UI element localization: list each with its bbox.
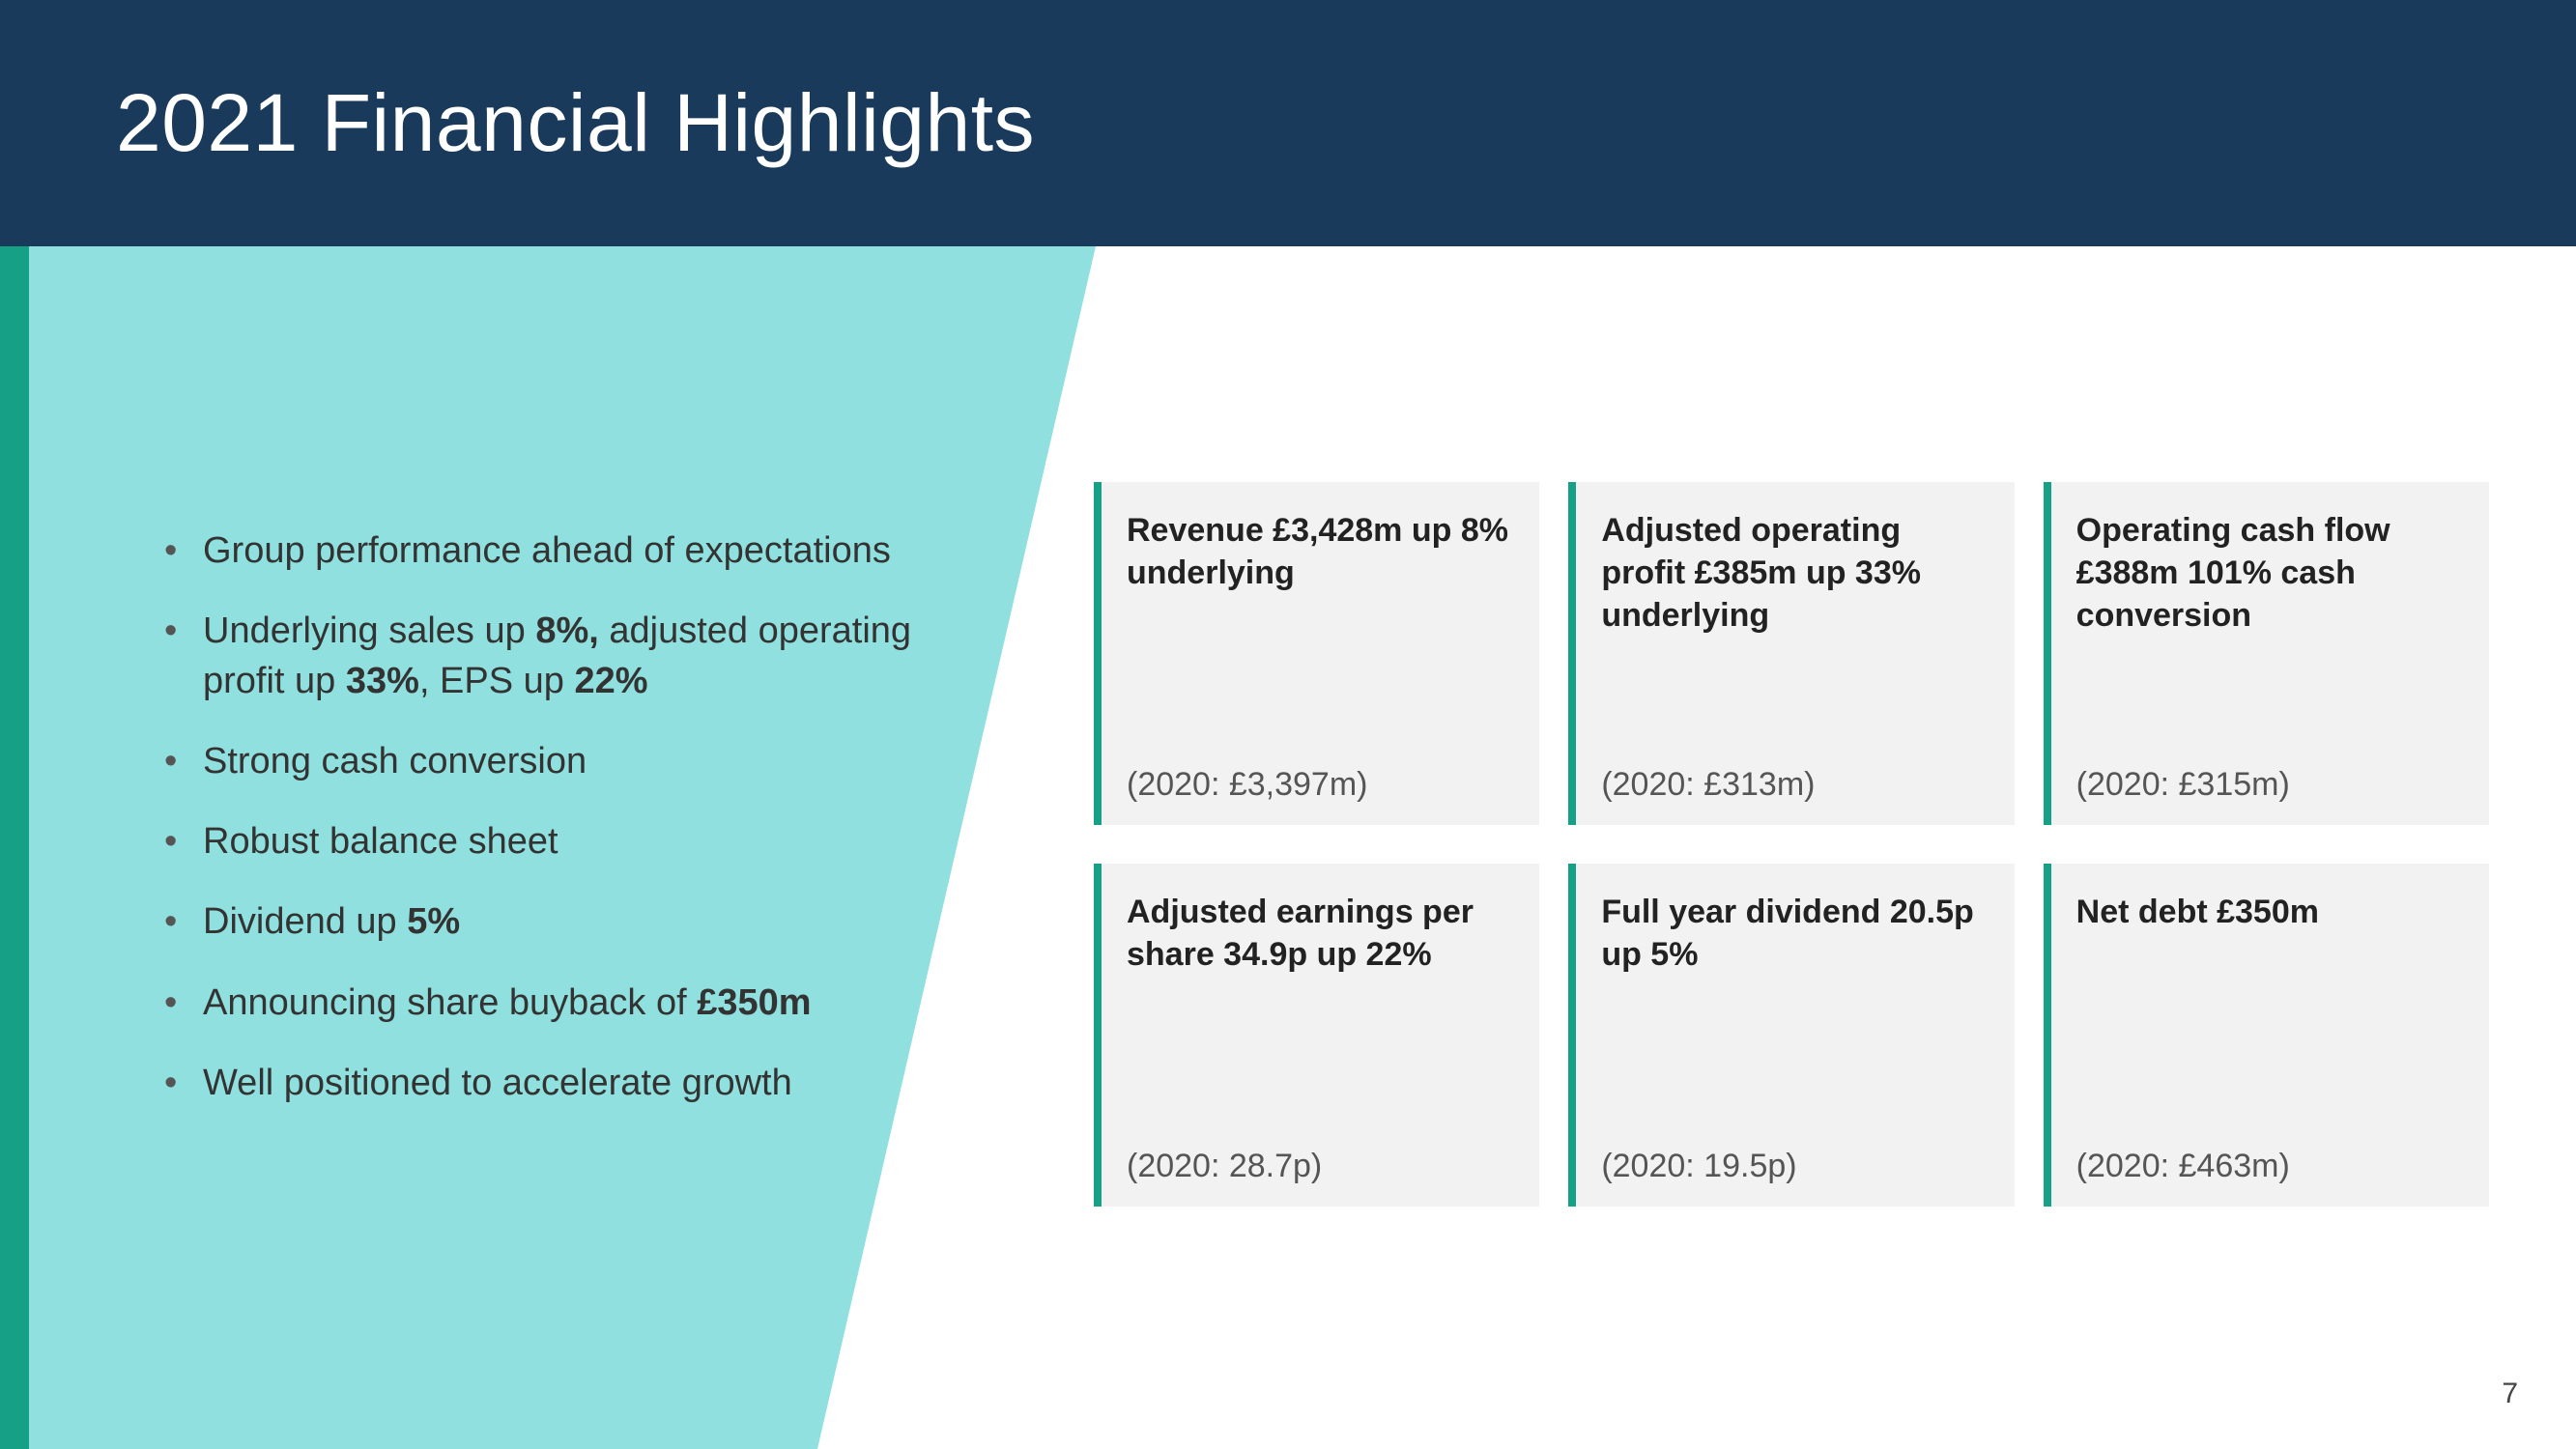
slide-body: Group performance ahead of expectations U… bbox=[0, 246, 2576, 1449]
metric-card-prev: (2020: 19.5p) bbox=[1601, 1148, 1989, 1185]
metric-card: Net debt £350m (2020: £463m) bbox=[2044, 864, 2489, 1207]
metric-card-title: Adjusted operating profit £385m up 33% u… bbox=[1601, 509, 1989, 638]
page-number: 7 bbox=[2502, 1378, 2518, 1410]
bullet-list: Group performance ahead of expectations U… bbox=[155, 526, 947, 1139]
metric-card-title: Full year dividend 20.5p up 5% bbox=[1601, 891, 1989, 976]
slide: 2021 Financial Highlights Group performa… bbox=[0, 0, 2576, 1449]
metric-card-prev: (2020: £313m) bbox=[1601, 766, 1989, 804]
accent-strip bbox=[0, 246, 29, 1449]
metric-card-prev: (2020: £463m) bbox=[2076, 1148, 2464, 1185]
bullet-item: Well positioned to accelerate growth bbox=[155, 1059, 947, 1108]
metric-card-prev: (2020: £315m) bbox=[2076, 766, 2464, 804]
metric-card-title: Adjusted earnings per share 34.9p up 22% bbox=[1127, 891, 1514, 976]
metric-card: Adjusted earnings per share 34.9p up 22%… bbox=[1094, 864, 1539, 1207]
bullet-item: Underlying sales up 8%, adjusted operati… bbox=[155, 607, 947, 706]
metric-cards-grid: Revenue £3,428m up 8% underlying (2020: £… bbox=[1094, 482, 2489, 1207]
slide-header: 2021 Financial Highlights bbox=[0, 0, 2576, 246]
metric-card: Full year dividend 20.5p up 5% (2020: 19.… bbox=[1568, 864, 2014, 1207]
bullet-item: Announcing share buyback of £350m bbox=[155, 979, 947, 1028]
bullet-item: Group performance ahead of expectations bbox=[155, 526, 947, 576]
slide-title: 2021 Financial Highlights bbox=[116, 76, 1035, 170]
bullet-item: Strong cash conversion bbox=[155, 737, 947, 786]
bullet-item: Robust balance sheet bbox=[155, 817, 947, 867]
metric-card: Operating cash flow £388m 101% cash conv… bbox=[2044, 482, 2489, 825]
metric-card-prev: (2020: £3,397m) bbox=[1127, 766, 1514, 804]
metric-card-prev: (2020: 28.7p) bbox=[1127, 1148, 1514, 1185]
metric-card-title: Operating cash flow £388m 101% cash conv… bbox=[2076, 509, 2464, 638]
bullet-item: Dividend up 5% bbox=[155, 897, 947, 947]
metric-card: Adjusted operating profit £385m up 33% u… bbox=[1568, 482, 2014, 825]
metric-card-title: Net debt £350m bbox=[2076, 891, 2464, 933]
metric-card-title: Revenue £3,428m up 8% underlying bbox=[1127, 509, 1514, 594]
metric-card: Revenue £3,428m up 8% underlying (2020: £… bbox=[1094, 482, 1539, 825]
